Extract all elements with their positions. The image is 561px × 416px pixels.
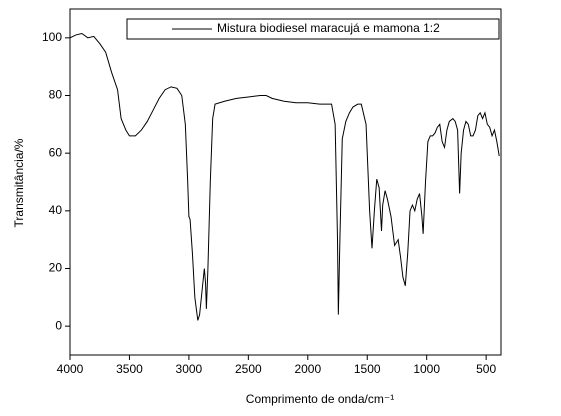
y-tick-label: 20 (49, 261, 63, 275)
y-tick-label: 60 (49, 145, 63, 159)
y-axis-label: Transmitância/% (12, 138, 26, 227)
legend-label: Mistura biodiesel maracujá e mamona 1:2 (217, 21, 440, 35)
y-tick-label: 0 (55, 318, 62, 332)
x-tick-label: 2000 (294, 362, 321, 376)
y-tick-label: 80 (49, 88, 63, 102)
x-axis-label: Comprimento de onda/cm⁻¹ (246, 392, 394, 406)
x-tick-label: 500 (476, 362, 496, 376)
y-tick-label: 100 (42, 30, 62, 44)
plot-frame (69, 8, 502, 356)
x-tick-label: 1500 (354, 362, 381, 376)
x-tick-label: 2500 (235, 362, 262, 376)
x-tick-label: 3000 (176, 362, 203, 376)
y-tick-label: 40 (49, 203, 63, 217)
x-tick-label: 3500 (116, 362, 143, 376)
legend-box (126, 18, 500, 40)
x-tick-label: 1000 (413, 362, 440, 376)
spectrum-line (69, 32, 500, 321)
x-tick-label: 4000 (57, 362, 84, 376)
